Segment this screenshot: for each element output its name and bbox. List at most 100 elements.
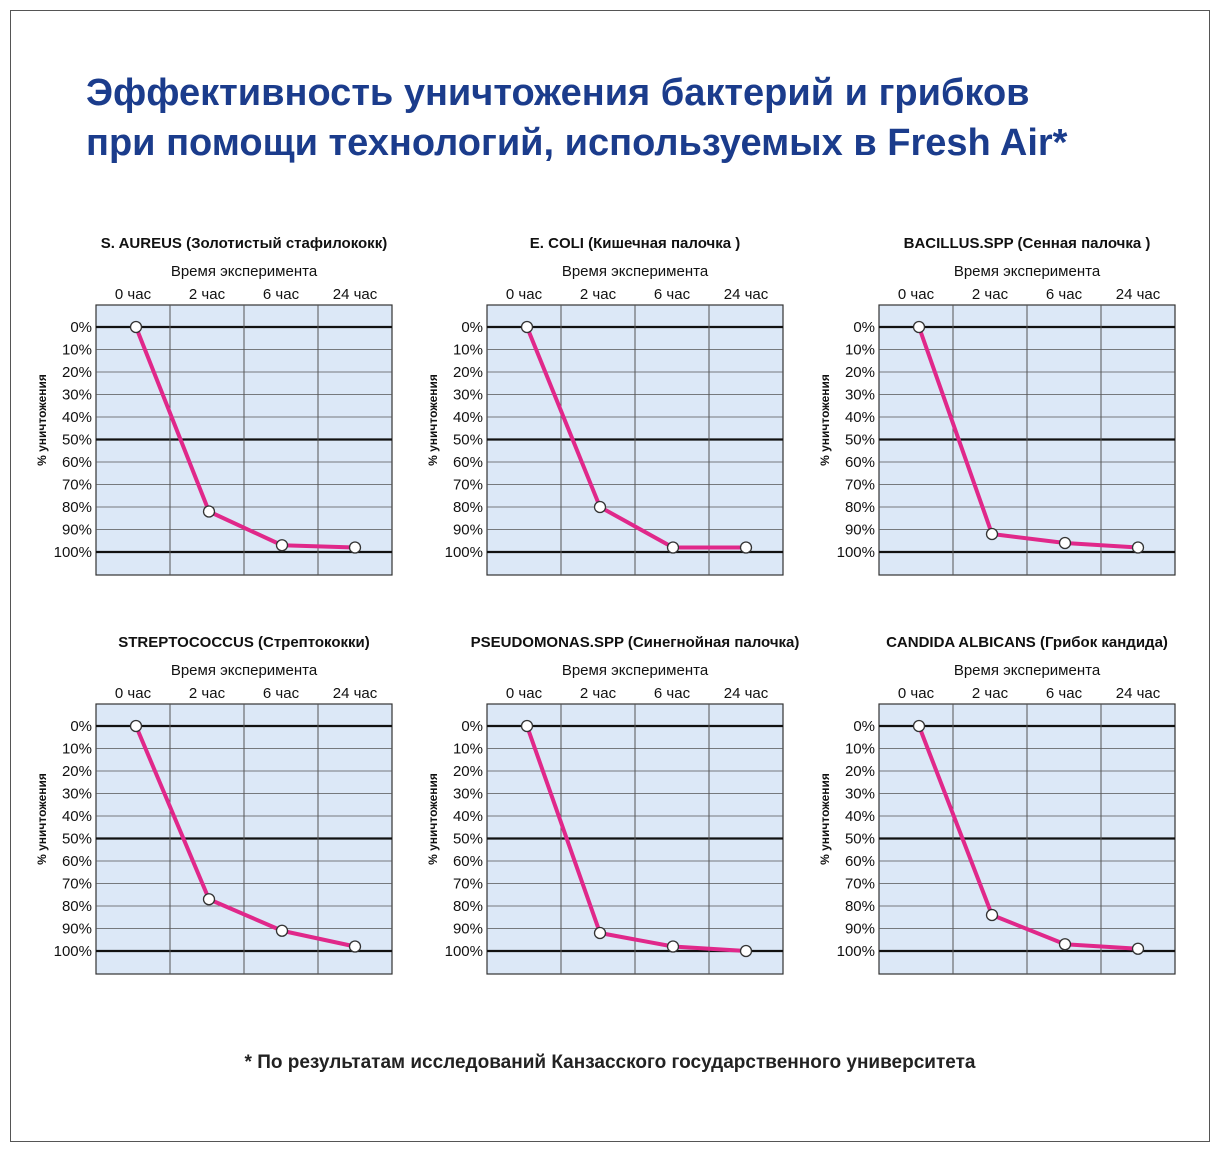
x-tick-label: 2 час [580, 685, 617, 702]
x-axis-label: Время эксперимента [562, 662, 709, 679]
x-tick-label: 0 час [506, 286, 543, 303]
data-point [129, 719, 143, 733]
y-tick-label: 60% [62, 454, 92, 471]
y-tick-label: 100% [837, 943, 875, 960]
series-line [525, 725, 747, 953]
y-tick-label: 60% [845, 853, 875, 870]
x-tick-label: 2 час [972, 286, 1009, 303]
x-tick-label: 0 час [898, 286, 935, 303]
y-tick-label: 40% [453, 409, 483, 426]
data-point [520, 320, 534, 334]
y-tick-label: 90% [845, 522, 875, 539]
data-point [985, 908, 999, 922]
y-tick-label: 100% [54, 544, 92, 561]
y-tick-label: 80% [453, 898, 483, 915]
data-point [1131, 942, 1145, 955]
x-tick-label: 24 час [333, 685, 378, 702]
x-tick-label: 6 час [654, 286, 691, 303]
x-tick-label: 2 час [580, 286, 617, 303]
data-point [275, 924, 289, 937]
y-tick-label: 10% [453, 342, 483, 359]
y-tick-label: 30% [453, 387, 483, 404]
y-tick-label: 0% [853, 718, 875, 735]
y-tick-label: 0% [70, 319, 92, 336]
x-axis-label: Время эксперимента [171, 662, 318, 679]
data-point [666, 541, 680, 554]
x-axis-label: Время эксперимента [954, 662, 1101, 679]
x-axis-label: Время эксперимента [954, 263, 1101, 280]
data-point [202, 893, 216, 906]
y-tick-label: 0% [853, 319, 875, 336]
x-tick-label: 24 час [724, 286, 769, 303]
data-point [348, 541, 362, 554]
data-point [912, 719, 926, 733]
x-tick-label: 24 час [1116, 685, 1161, 702]
data-point [593, 500, 607, 514]
data-point [1131, 541, 1145, 554]
data-point [739, 541, 753, 554]
y-tick-label: 10% [845, 741, 875, 758]
y-tick-label: 60% [62, 853, 92, 870]
x-axis-label: Время эксперимента [171, 263, 318, 280]
y-tick-label: 50% [62, 432, 92, 449]
y-tick-label: 100% [445, 943, 483, 960]
x-tick-label: 6 час [654, 685, 691, 702]
y-tick-label: 20% [453, 364, 483, 381]
x-tick-label: 6 час [263, 685, 300, 702]
data-point [593, 926, 607, 940]
y-tick-label: 70% [62, 876, 92, 893]
x-tick-label: 6 час [1046, 286, 1083, 303]
y-tick-label: 10% [62, 741, 92, 758]
x-tick-label: 24 час [333, 286, 378, 303]
page-title-line-1: Эффективность уничтожения бактерий и гри… [86, 72, 1030, 114]
y-tick-label: 20% [845, 364, 875, 381]
page-title: Эффективность уничтожения бактерий и гри… [86, 68, 1067, 168]
y-tick-label: 60% [453, 454, 483, 471]
y-tick-label: 50% [845, 831, 875, 848]
y-tick-label: 70% [453, 477, 483, 494]
y-tick-label: 50% [453, 432, 483, 449]
chart-2: E. COLI (Кишечная палочка ) Время экспери… [426, 235, 784, 576]
y-axis-label: % уничтожения [426, 374, 440, 466]
series-line [525, 326, 746, 550]
series-line [134, 326, 356, 550]
y-tick-label: 90% [62, 522, 92, 539]
data-point [739, 944, 753, 958]
y-axis-label: % уничтожения [35, 773, 49, 865]
chart-title: BACILLUS.SPP (Сенная палочка ) [904, 235, 1151, 252]
y-tick-label: 20% [845, 763, 875, 780]
x-tick-label: 6 час [1046, 685, 1083, 702]
y-tick-label: 40% [62, 808, 92, 825]
y-tick-label: 0% [461, 718, 483, 735]
y-tick-label: 10% [62, 342, 92, 359]
y-tick-label: 90% [845, 921, 875, 938]
y-tick-label: 20% [62, 763, 92, 780]
data-point [912, 320, 926, 334]
x-tick-label: 24 час [1116, 286, 1161, 303]
y-tick-label: 100% [54, 943, 92, 960]
y-tick-label: 40% [453, 808, 483, 825]
y-tick-label: 80% [453, 499, 483, 516]
series-line [917, 725, 1139, 951]
y-axis-label: % уничтожения [818, 773, 832, 865]
x-tick-label: 6 час [263, 286, 300, 303]
chart-title: CANDIDA ALBICANS (Грибок кандида) [886, 634, 1168, 651]
y-axis-label: % уничтожения [818, 374, 832, 466]
chart-1: S. AUREUS (Золотистый стафилококк) Время … [35, 235, 393, 576]
y-axis-label: % уничтожения [426, 773, 440, 865]
data-point [520, 719, 534, 733]
x-tick-label: 24 час [724, 685, 769, 702]
x-tick-label: 0 час [115, 685, 152, 702]
y-tick-label: 20% [453, 763, 483, 780]
y-tick-label: 10% [453, 741, 483, 758]
chart-title: PSEUDOMONAS.SPP (Синегнойная палочка) [471, 634, 800, 651]
chart-4: STREPTOCOCCUS (Стрептококки) Время экспер… [35, 634, 393, 975]
y-tick-label: 10% [845, 342, 875, 359]
y-tick-label: 0% [461, 319, 483, 336]
y-tick-label: 40% [62, 409, 92, 426]
y-tick-label: 100% [837, 544, 875, 561]
y-tick-label: 40% [845, 808, 875, 825]
x-tick-label: 0 час [898, 685, 935, 702]
y-tick-label: 70% [845, 876, 875, 893]
y-tick-label: 40% [845, 409, 875, 426]
